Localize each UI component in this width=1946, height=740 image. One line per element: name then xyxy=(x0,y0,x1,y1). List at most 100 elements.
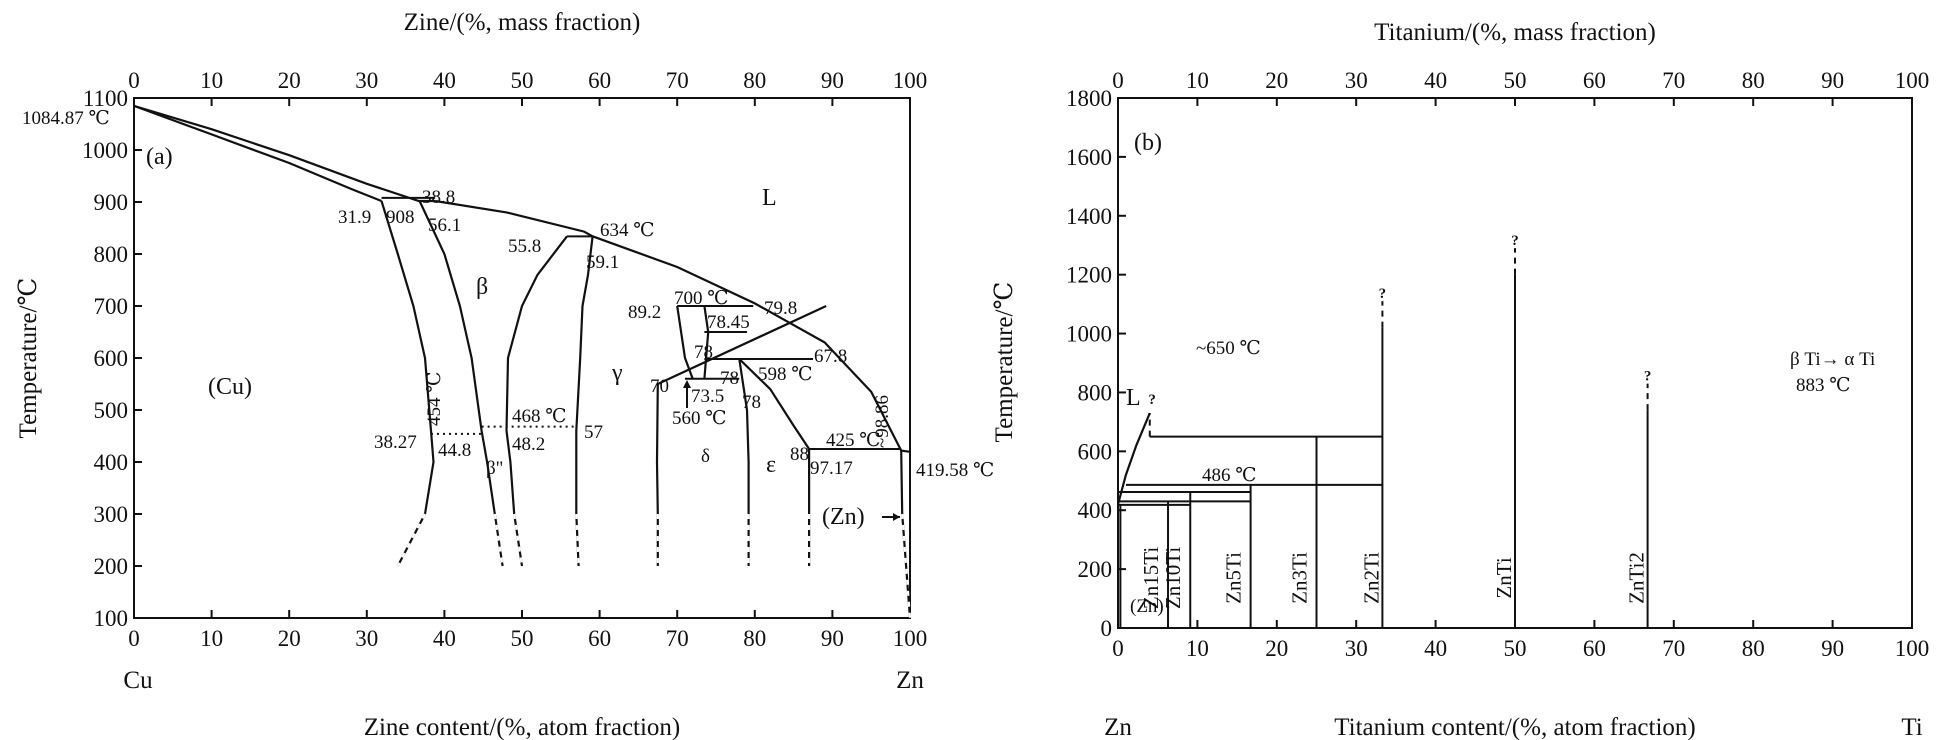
top-tick-label: 40 xyxy=(1424,68,1447,93)
annotation-419-58: 419.58 ℃ xyxy=(916,460,994,481)
phase-boundary-dash-4 xyxy=(396,513,426,567)
phase-boundary-0 xyxy=(133,104,436,203)
compound-label-zn10ti: Zn10Ti xyxy=(1161,547,1185,609)
top-tick-label: 20 xyxy=(1265,68,1288,93)
annotation-908: 908 xyxy=(386,207,415,228)
annotation-883: 883 ℃ xyxy=(1796,375,1851,396)
annotation-55-8: 55.8 xyxy=(508,236,541,257)
y-tick-label: 800 xyxy=(1078,380,1113,405)
panel-a-label: (a) xyxy=(146,144,173,170)
panel-a-x-axis-title: Zine content/(%, atom fraction) xyxy=(364,714,681,740)
panel-b-phase-boundaries: ???? xyxy=(1116,233,1652,628)
top-tick-label: 50 xyxy=(511,68,534,93)
panel-b-x-axis-title: Titanium content/(%, atom fraction) xyxy=(1334,714,1696,740)
panel-b-y-axis: 0 200 400 600 800 1000 1200 1400 1600 1800 xyxy=(1066,86,1126,641)
panel-a-y-axis-title: Temperature/℃ xyxy=(15,278,42,439)
panel-a-right-element: Zn xyxy=(896,667,924,694)
panel-b-top-axis-title: Titanium/(%, mass fraction) xyxy=(1374,19,1656,46)
phase-boundary-1 xyxy=(133,104,382,203)
annotation-38-27: 38.27 xyxy=(374,432,417,453)
annotation-98-86: ~98.86 xyxy=(872,395,893,448)
y-tick-label: 200 xyxy=(1078,557,1113,582)
panel-b-y-axis-title: Temperature/℃ xyxy=(991,282,1018,443)
annotation-59-1: 59.1 xyxy=(586,252,619,273)
top-tick-label: 30 xyxy=(355,68,378,93)
uncertain-mark: ? xyxy=(1379,286,1387,302)
phase-boundary-11 xyxy=(738,358,750,566)
panel-a-top-axis: 0 10 20 30 40 50 60 70 80 90 100 xyxy=(128,68,927,106)
panel-a-y-axis: 100 200 300 400 500 600 700 800 900 1000 1100 xyxy=(82,86,142,631)
panel-b-x-axis: 0 10 20 30 40 50 60 70 80 90 100 xyxy=(1112,620,1929,661)
phase-boundary-12 xyxy=(738,358,811,566)
phase-boundary-dash-6 xyxy=(513,513,524,567)
y-tick-label: 1100 xyxy=(83,86,128,111)
top-tick-label: 40 xyxy=(433,68,456,93)
top-tick-label: 100 xyxy=(893,68,928,93)
annotation-560: 560 ℃ xyxy=(672,408,727,429)
x-tick-label: 90 xyxy=(1821,636,1844,661)
phase-label-l: L xyxy=(762,185,777,211)
panel-b-left-element: Zn xyxy=(1104,714,1132,740)
y-tick-label: 900 xyxy=(94,190,129,215)
panel-a-x-axis: 0 10 20 30 40 50 60 70 80 90 100 xyxy=(128,610,927,651)
phase-label-liquid-b: L xyxy=(1126,385,1141,411)
y-tick-label: 400 xyxy=(94,450,129,475)
phase-boundary-5 xyxy=(418,200,504,567)
phase-boundary-7 xyxy=(575,236,594,567)
zn-arrowhead xyxy=(893,513,900,521)
y-tick-label: 200 xyxy=(94,554,129,579)
panel-a-left-element: Cu xyxy=(123,667,153,694)
phase-label-delta: δ xyxy=(701,446,710,467)
phase-label-zn-b: (Zn) xyxy=(1130,596,1164,617)
phase-label-gamma: γ xyxy=(611,360,623,386)
top-tick-label: 60 xyxy=(588,68,611,93)
x-tick-label: 70 xyxy=(666,626,689,651)
annotation-56-1: 56.1 xyxy=(428,215,461,236)
phase-boundary-9 xyxy=(676,305,694,380)
annotation-57: 57 xyxy=(584,422,603,443)
y-tick-label: 1400 xyxy=(1066,204,1112,229)
panel-b-top-axis: 0 10 20 30 40 50 60 70 80 90 100 xyxy=(1112,68,1929,106)
x-tick-label: 70 xyxy=(1662,636,1685,661)
x-tick-label: 20 xyxy=(1265,636,1288,661)
annotation-650: ~650 ℃ xyxy=(1196,338,1261,359)
panel-a-cu-zn: 0 10 20 30 40 50 60 70 80 90 100 0 10 20 30 40 50 60 70 80… xyxy=(15,9,994,740)
x-tick-label: 50 xyxy=(511,626,534,651)
annotation-44-8: 44.8 xyxy=(438,440,471,461)
x-tick-label: 100 xyxy=(893,626,928,651)
phase-boundary-2 xyxy=(434,199,594,238)
annotation-79-8: 79.8 xyxy=(764,298,797,319)
annotation-78-low: 78 xyxy=(742,392,761,413)
uncertain-mark: ? xyxy=(1511,233,1519,249)
x-tick-label: 40 xyxy=(1424,636,1447,661)
y-tick-label: 600 xyxy=(94,346,129,371)
panel-a-isotherms xyxy=(381,196,902,450)
y-tick-label: 0 xyxy=(1101,616,1113,641)
y-tick-label: 1000 xyxy=(1066,322,1112,347)
top-tick-label: 70 xyxy=(666,68,689,93)
uncertain-mark: ? xyxy=(1644,369,1652,385)
x-tick-label: 10 xyxy=(1186,636,1209,661)
annotation-78-mid: 78 xyxy=(720,368,739,389)
panel-a-phase-boundaries xyxy=(133,104,912,619)
liquidus-curve xyxy=(1116,412,1151,505)
top-tick-label: 10 xyxy=(1186,68,1209,93)
annotation-88: 88 xyxy=(790,444,809,465)
top-tick-label: 90 xyxy=(821,68,844,93)
y-tick-label: 600 xyxy=(1078,439,1113,464)
panel-a-top-axis-title: Zine/(%, mass fraction) xyxy=(404,9,641,36)
y-tick-label: 800 xyxy=(94,242,129,267)
phase-boundary-dash-5 xyxy=(493,513,504,567)
top-tick-label: 90 xyxy=(1821,68,1844,93)
x-tick-label: 10 xyxy=(200,626,223,651)
phase-boundary-4 xyxy=(380,200,435,567)
uncertain-mark-liquidus: ? xyxy=(1148,392,1156,408)
annotation-598: 598 ℃ xyxy=(758,364,813,385)
annotation-97-17: 97.17 xyxy=(810,458,853,479)
y-tick-label: 1000 xyxy=(82,138,128,163)
panel-a-plot-frame xyxy=(133,97,911,619)
arrow-560-head xyxy=(683,380,691,388)
annotation-89-2: 89.2 xyxy=(628,302,661,323)
